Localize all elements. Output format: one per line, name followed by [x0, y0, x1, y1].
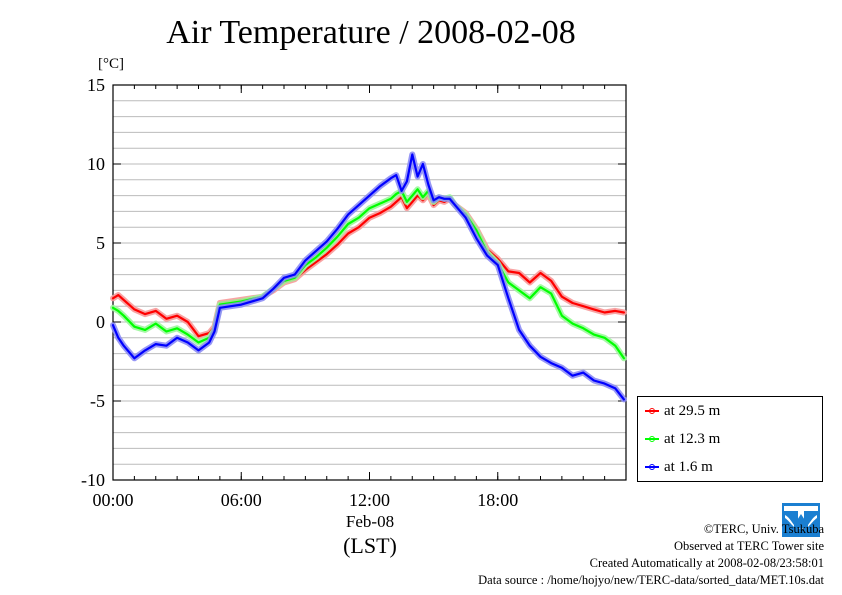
- footer-source: Data source : /home/hojyo/new/TERC-data/…: [478, 573, 824, 587]
- y-tick-label: 15: [87, 75, 105, 95]
- legend-label: at 29.5 m: [664, 402, 721, 419]
- series-halo-at-12-3-m: [110, 186, 627, 362]
- legend-item-29-5m: at 29.5 m: [645, 401, 721, 421]
- footer-created: Created Automatically at 2008-02-08/23:5…: [589, 556, 824, 570]
- x-tick-label: 18:00: [477, 490, 518, 510]
- y-axis-unit: [°C]: [98, 56, 124, 72]
- x-tick-label: 00:00: [92, 490, 133, 510]
- legend-label: at 1.6 m: [664, 458, 713, 475]
- x-axis-date-label: Feb-08: [345, 512, 395, 531]
- y-tick-label: 5: [96, 233, 105, 253]
- series-halo-at-29-5-m: [110, 191, 627, 340]
- chart-legend: at 29.5 m at 12.3 m at 1.6 m: [637, 396, 823, 482]
- legend-swatch-red: [645, 405, 659, 417]
- chart-title: Air Temperature / 2008-02-08: [166, 14, 576, 51]
- legend-label: at 12.3 m: [664, 430, 721, 447]
- series-line-at-1-6-m: [111, 153, 626, 401]
- x-tick-label: 06:00: [221, 490, 262, 510]
- footer-observed: Observed at TERC Tower site: [673, 539, 824, 553]
- y-tick-label: -10: [81, 470, 105, 490]
- x-axis-timezone-label: (LST): [343, 533, 397, 558]
- legend-swatch-green: [645, 433, 659, 445]
- y-tick-label: -5: [90, 391, 105, 411]
- y-tick-label: 10: [87, 154, 105, 174]
- series-line-at-12-3-m: [111, 188, 626, 360]
- terc-logo-icon: [782, 503, 820, 537]
- legend-item-1-6m: at 1.6 m: [645, 457, 713, 477]
- legend-item-12-3m: at 12.3 m: [645, 429, 721, 449]
- series-line-at-29-5-m: [111, 192, 626, 338]
- legend-swatch-blue: [645, 461, 659, 473]
- x-tick-label: 12:00: [349, 490, 390, 510]
- y-tick-label: 0: [96, 312, 105, 332]
- footer-copyright: ©TERC, Univ. Tsukuba: [703, 522, 824, 536]
